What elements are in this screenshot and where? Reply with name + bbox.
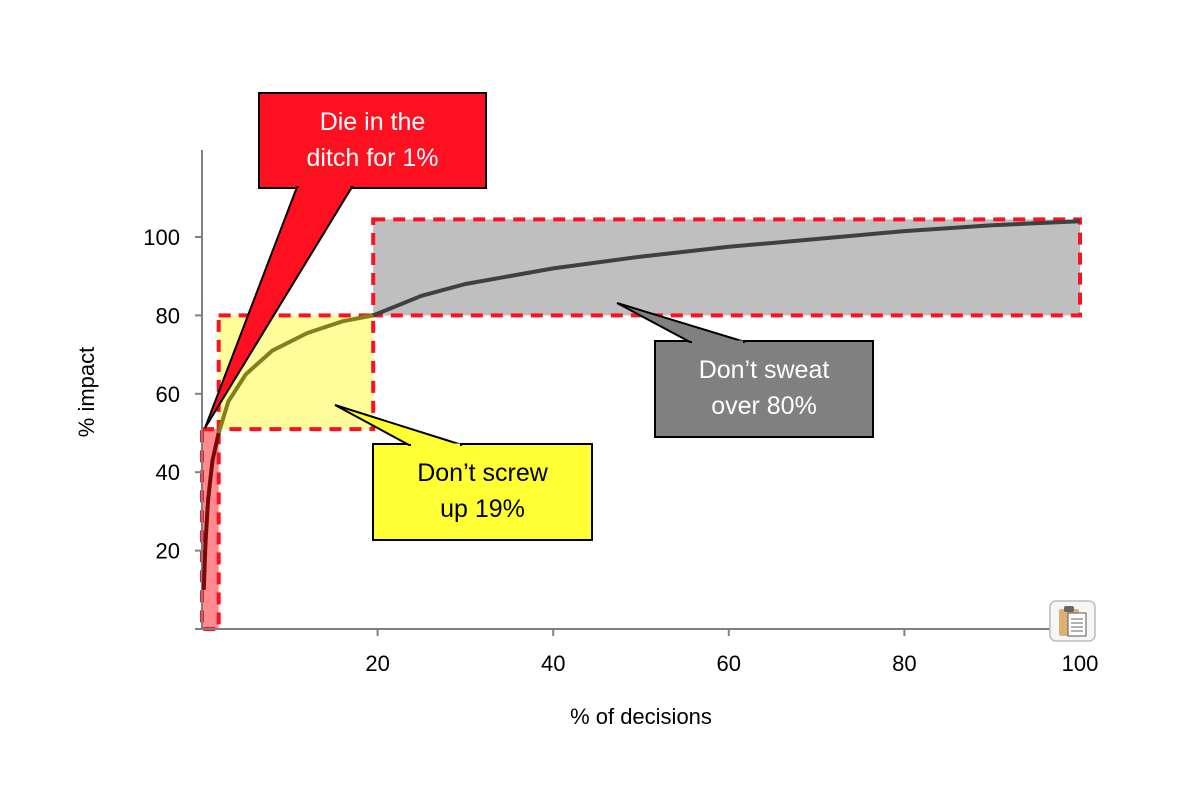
x-tick-label: 60 bbox=[717, 651, 741, 676]
y-tick-label: 100 bbox=[143, 225, 180, 250]
x-axis-label: % of decisions bbox=[570, 704, 712, 729]
callout-text: Don’t screw bbox=[417, 459, 549, 487]
x-tick-label: 100 bbox=[1062, 651, 1099, 676]
clipboard-icon[interactable] bbox=[1049, 600, 1096, 642]
callout-text: up 19% bbox=[440, 495, 525, 523]
y-tick-label: 60 bbox=[156, 382, 180, 407]
callout-box bbox=[654, 340, 874, 438]
region-2 bbox=[371, 217, 1082, 318]
y-tick-label: 80 bbox=[156, 303, 180, 328]
callout-1: Don’t screw up 19% bbox=[334, 404, 593, 541]
callout-0: Die in the ditch for 1% bbox=[204, 92, 487, 429]
y-tick-label: 40 bbox=[156, 460, 180, 485]
callout-box bbox=[372, 443, 593, 541]
x-tick-label: 80 bbox=[892, 651, 916, 676]
callout-text: ditch for 1% bbox=[306, 144, 438, 172]
series-line-1 bbox=[216, 313, 374, 434]
series-line-0 bbox=[201, 432, 221, 590]
callout-text: over 80% bbox=[711, 392, 817, 420]
callout-text: Die in the bbox=[320, 108, 426, 136]
y-tick-label: 20 bbox=[156, 539, 180, 564]
callout-2: Don’t sweat over 80% bbox=[616, 302, 874, 438]
callout-text: Don’t sweat bbox=[699, 356, 830, 384]
x-tick-label: 40 bbox=[541, 651, 565, 676]
callout-box bbox=[258, 92, 487, 189]
series-line-2 bbox=[372, 219, 1081, 318]
x-tick-label: 20 bbox=[365, 651, 389, 676]
y-axis-label: % impact bbox=[74, 347, 99, 437]
